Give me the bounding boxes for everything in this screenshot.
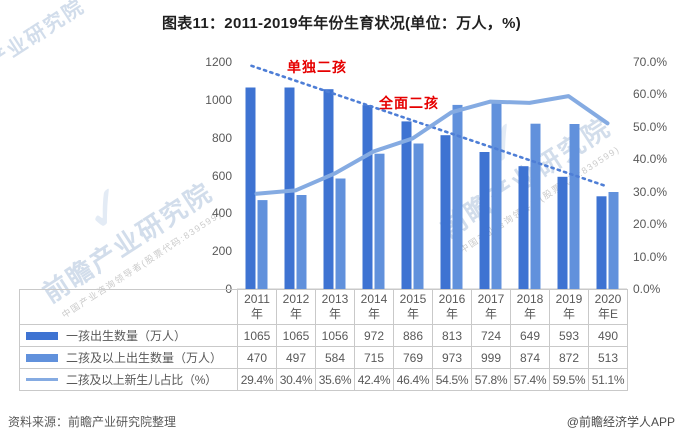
chart-data-table: 2011 年 2012 年 2013 年 2014 年 2015 年 2016 年 2017 年 2018 年… [19, 289, 628, 391]
data-table: 2011 年 2012 年 2013 年 2014 年 2015 年 2016 年 2017 年 2018 年… [19, 289, 628, 391]
right-axis-tick: 60.0% [633, 87, 668, 102]
left-axis-tick: 600 [211, 168, 232, 183]
left-axis-tick: 1000 [205, 92, 232, 107]
value-cell: 649 [510, 324, 550, 347]
year-cell: 2020 年E [588, 289, 628, 325]
right-axis-tick: 0.0% [633, 282, 661, 296]
value-cell: 584 [315, 346, 355, 369]
right-axis-tick: 50.0% [633, 119, 668, 134]
year-cell: 2015 年 [393, 289, 433, 325]
value-cell: 715 [354, 346, 394, 369]
value-cell: 1065 [237, 324, 277, 347]
legend-label-cell: 二孩及以上出生数量（万人） [19, 346, 238, 369]
value-cell: 59.5% [549, 368, 589, 391]
value-cell: 470 [237, 346, 277, 369]
value-cell: 874 [510, 346, 550, 369]
value-cell: 497 [276, 346, 316, 369]
legend-swatch-bar [26, 353, 58, 362]
left-axis-tick: 200 [211, 244, 232, 259]
right-axis-tick: 10.0% [633, 249, 668, 264]
value-cell: 57.4% [510, 368, 550, 391]
value-cell: 35.6% [315, 368, 355, 391]
year-cell: 2014 年 [354, 289, 394, 325]
bar-second-child [257, 200, 268, 289]
right-axis-tick: 20.0% [633, 217, 668, 232]
year-cell: 2012 年 [276, 289, 316, 325]
value-cell: 51.1% [588, 368, 628, 391]
bar-second-child [374, 153, 385, 289]
value-cell: 29.4% [237, 368, 277, 391]
value-cell: 30.4% [276, 368, 316, 391]
chart-title: 图表11：2011-2019年年份生育状况(单位：万人，%) [161, 15, 522, 32]
bar-second-child [452, 104, 463, 290]
bar-second-child [335, 178, 346, 289]
legend-swatch-line [26, 378, 58, 381]
plot-area [237, 64, 627, 290]
bar-second-child [530, 123, 541, 289]
value-cell: 42.4% [354, 368, 394, 391]
year-cell: 2013 年 [315, 289, 355, 325]
bar-first-child [323, 89, 334, 289]
bar-first-child [440, 135, 451, 289]
year-cell: 2017 年 [471, 289, 511, 325]
value-cell: 593 [549, 324, 589, 347]
ratio-line [254, 94, 610, 196]
value-cell: 872 [549, 346, 589, 369]
year-cell: 2019 年 [549, 289, 589, 325]
bar-first-child [557, 176, 568, 289]
left-axis-tick: 800 [211, 130, 232, 145]
watermark-logo-icon: ✓ [70, 171, 142, 247]
legend-label-cell: 二孩及以上新生儿占比（%） [19, 368, 238, 391]
bar-first-child [518, 166, 529, 289]
bar-first-child [479, 152, 490, 289]
bar-second-child [608, 192, 619, 289]
source-note: 资料来源：前瞻产业研究院整理 [8, 415, 177, 429]
bar-first-child [596, 196, 607, 289]
value-cell: 513 [588, 346, 628, 369]
value-cell: 972 [354, 324, 394, 347]
bar-first-child [245, 87, 256, 289]
value-cell: 769 [393, 346, 433, 369]
value-cell: 57.8% [471, 368, 511, 391]
value-cell: 1065 [276, 324, 316, 347]
value-cell: 54.5% [432, 368, 472, 391]
bar-second-child [491, 100, 502, 289]
bar-first-child [401, 121, 412, 290]
value-cell: 46.4% [393, 368, 433, 391]
year-cell: 2016 年 [432, 289, 472, 325]
legend-label: 一孩出生数量（万人） [66, 329, 187, 343]
legend-label-cell: 一孩出生数量（万人） [19, 324, 238, 347]
value-cell: 1056 [315, 324, 355, 347]
bar-second-child [569, 124, 580, 289]
year-cell: 2011 年 [237, 289, 277, 325]
value-cell: 724 [471, 324, 511, 347]
legend-label: 二孩及以上新生儿占比（%） [66, 373, 217, 387]
value-cell: 813 [432, 324, 472, 347]
right-axis-tick: 70.0% [633, 55, 668, 69]
bar-second-child [296, 195, 307, 289]
value-cell: 973 [432, 346, 472, 369]
table-corner-blank [19, 289, 238, 325]
legend-label: 二孩及以上出生数量（万人） [66, 351, 223, 365]
legend-swatch-bar [26, 331, 58, 340]
annotation-selective-two-child: 单独二孩 [287, 59, 347, 75]
bar-first-child [284, 87, 295, 289]
value-cell: 886 [393, 324, 433, 347]
bar-first-child [362, 105, 373, 289]
right-axis-tick: 30.0% [633, 184, 668, 199]
left-axis-tick: 1200 [205, 55, 232, 69]
left-axis-tick: 400 [211, 206, 232, 221]
value-cell: 999 [471, 346, 511, 369]
value-cell: 490 [588, 324, 628, 347]
bar-second-child [413, 143, 424, 289]
year-cell: 2018 年 [510, 289, 550, 325]
right-axis-tick: 40.0% [633, 152, 668, 167]
brand-credit: @前瞻经济学人APP [566, 415, 675, 429]
annotation-universal-two-child: 全面二孩 [379, 95, 439, 111]
